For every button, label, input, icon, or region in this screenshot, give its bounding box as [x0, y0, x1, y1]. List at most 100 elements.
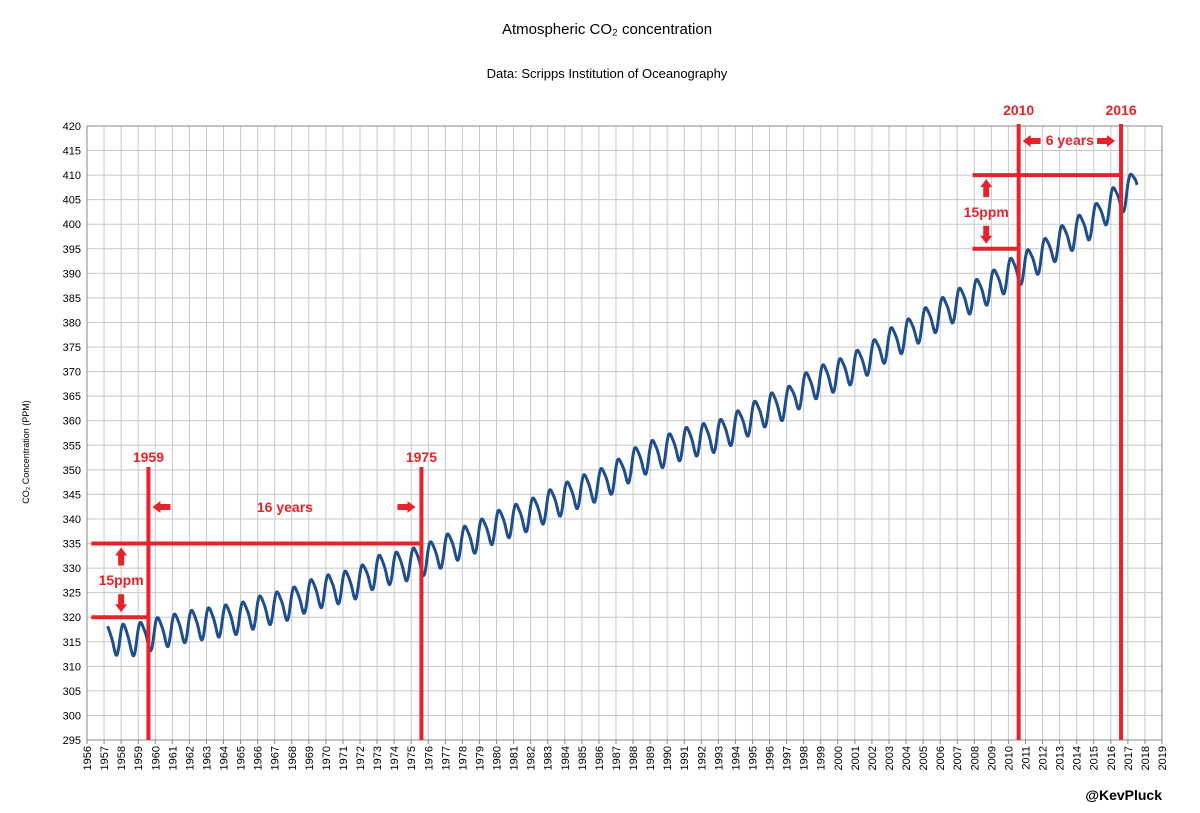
x-tick-label: 2007: [952, 746, 964, 770]
x-tick-label: 2008: [969, 746, 981, 770]
x-tick-label: 2000: [833, 746, 845, 770]
x-tick-label: 2017: [1123, 746, 1135, 770]
arrow-up-410: [980, 179, 993, 198]
chart-title: Atmospheric CO₂ concentration: [502, 21, 712, 38]
x-tick-label: 1964: [219, 746, 231, 770]
y-tick-label: 370: [63, 367, 81, 379]
y-tick-label: 305: [63, 686, 81, 698]
x-tick-label: 2006: [935, 746, 947, 770]
x-tick-label: 1973: [372, 746, 384, 770]
x-tick-label: 1990: [662, 746, 674, 770]
y-tick-label: 355: [63, 440, 81, 452]
x-tick-label: 1971: [338, 746, 350, 770]
arrow-left-1959: [152, 501, 171, 513]
x-tick-label: 2018: [1140, 746, 1152, 770]
x-tick-label: 2015: [1089, 746, 1101, 770]
x-tick-label: 1979: [474, 746, 486, 770]
y-tick-label: 310: [63, 661, 81, 673]
y-tick-label: 335: [63, 539, 81, 551]
x-tick-label: 2011: [1020, 746, 1032, 770]
x-tick-label: 2009: [986, 746, 998, 770]
x-tick-label: 1972: [355, 746, 367, 770]
x-tick-label: 1982: [526, 746, 538, 770]
year-label-1975: 1975: [406, 449, 437, 465]
x-tick-label: 1957: [99, 746, 111, 770]
arrow-right-1975: [397, 501, 416, 513]
y-tick-label: 395: [63, 244, 81, 256]
x-tick-label: 1993: [713, 746, 725, 770]
y-axis-label: CO₂ Concentration (PPM): [21, 400, 31, 504]
x-tick-label: 1989: [645, 746, 657, 770]
plot-area-border: [86, 125, 1163, 741]
arrow-left-2010: [1022, 135, 1041, 147]
x-tick-label: 1975: [406, 746, 418, 770]
y-tick-label: 360: [63, 416, 81, 428]
y-tick-label: 405: [63, 195, 81, 207]
y-tick-label: 345: [63, 489, 81, 501]
x-tick-label: 1965: [236, 746, 248, 770]
y-tick-label: 320: [63, 612, 81, 624]
x-tick-label: 1999: [816, 746, 828, 770]
year-label-2016: 2016: [1105, 102, 1136, 118]
arrow-down-395: [980, 225, 993, 244]
y-tick-label: 330: [63, 563, 81, 575]
delta-label-right-15ppm: 15ppm: [964, 204, 1009, 220]
x-tick-label: 2016: [1106, 746, 1118, 770]
x-tick-label: 2002: [867, 746, 879, 770]
x-tick-label: 1962: [184, 746, 196, 770]
x-tick-label: 1966: [253, 746, 265, 770]
x-tick-labels: 1956 1957 1958 1959 1960 1961 1962 1963 1964 1965…: [82, 740, 1169, 770]
span-label-16-years: 16 years: [257, 499, 313, 515]
year-label-1959: 1959: [133, 449, 164, 465]
x-tick-label: 1997: [782, 746, 794, 770]
x-tick-label: 1978: [457, 746, 469, 770]
x-tick-label: 1987: [611, 746, 623, 770]
y-tick-label: 415: [63, 146, 81, 158]
x-tick-label: 2001: [850, 746, 862, 770]
x-tick-label: 1994: [730, 746, 742, 770]
x-tick-label: 1977: [440, 746, 452, 770]
y-tick-label: 400: [63, 219, 81, 231]
y-tick-label: 365: [63, 391, 81, 403]
x-tick-label: 1961: [167, 746, 179, 770]
y-tick-label: 380: [63, 317, 81, 329]
x-tick-label: 2005: [918, 746, 930, 770]
y-tick-label: 350: [63, 465, 81, 477]
x-tick-label: 1968: [287, 746, 299, 770]
x-tick-label: 1986: [594, 746, 606, 770]
x-tick-label: 2004: [901, 746, 913, 770]
x-tick-label: 1969: [304, 746, 316, 770]
y-tick-label: 385: [63, 293, 81, 305]
x-tick-label: 1970: [321, 746, 333, 770]
x-tick-label: 1983: [543, 746, 555, 770]
y-tick-label: 420: [63, 121, 81, 133]
annotations: 1959 1975 16 years 15ppm 2010 2016 6 years 15pp…: [91, 102, 1137, 740]
y-tick-label: 375: [63, 342, 81, 354]
x-tick-label: 1985: [577, 746, 589, 770]
x-tick-label: 2012: [1038, 746, 1050, 770]
arrow-down-320: [115, 594, 128, 613]
y-tick-label: 340: [63, 514, 81, 526]
x-tick-label: 1958: [116, 746, 128, 770]
chart-subtitle: Data: Scripps Institution of Oceanograph…: [487, 66, 728, 81]
x-tick-label: 1988: [628, 746, 640, 770]
x-tick-label: 1995: [747, 746, 759, 770]
x-tick-label: 2010: [1003, 746, 1015, 770]
x-tick-label: 1998: [799, 746, 811, 770]
x-tick-label: 2003: [884, 746, 896, 770]
x-tick-label: 1963: [201, 746, 213, 770]
year-label-2010: 2010: [1003, 102, 1034, 118]
x-tick-label: 1959: [133, 746, 145, 770]
y-tick-label: 390: [63, 268, 81, 280]
y-tick-label: 410: [63, 170, 81, 182]
x-tick-label: 2013: [1055, 746, 1067, 770]
x-tick-label: 1991: [679, 746, 691, 770]
author-credit: @KevPluck: [1085, 787, 1162, 803]
arrow-right-2016: [1097, 135, 1116, 147]
x-tick-label: 1980: [492, 746, 504, 770]
x-tick-label: 1956: [82, 746, 94, 770]
span-label-6-years: 6 years: [1046, 132, 1094, 148]
x-tick-label: 1992: [696, 746, 708, 770]
y-tick-label: 300: [63, 710, 81, 722]
